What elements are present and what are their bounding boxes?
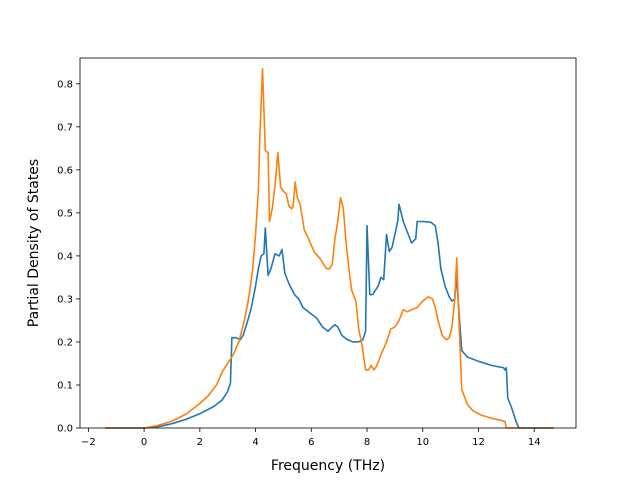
y-tick-label: 0.4 [57, 251, 73, 262]
plot-frame [79, 57, 577, 429]
series-layer [105, 67, 554, 429]
x-tick-label: 0 [141, 437, 147, 448]
y-tick-label: 0.0 [57, 424, 73, 435]
x-tick-label: 6 [308, 437, 314, 448]
x-tick-label: 4 [252, 437, 258, 448]
x-tick-label: 14 [528, 437, 541, 448]
series-line-2 [105, 67, 554, 429]
y-axis-label: Partial Density of States [26, 159, 42, 327]
x-tick-label: 2 [197, 437, 203, 448]
x-axis-label: Frequency (THz) [271, 458, 385, 474]
series-line-1 [105, 203, 554, 429]
y-tick-label: 0.2 [57, 337, 73, 348]
x-tick-label: 10 [416, 437, 429, 448]
x-tick-label: 12 [472, 437, 485, 448]
x-axis: −2 0 2 4 6 8 10 12 14 [81, 428, 541, 448]
y-axis: 0.0 0.1 0.2 0.3 0.4 0.5 0.6 0.7 0.8 [57, 79, 80, 435]
x-tick-label: 8 [364, 437, 370, 448]
y-tick-label: 0.5 [57, 208, 73, 219]
y-tick-label: 0.8 [57, 79, 73, 90]
x-tick-label: −2 [81, 437, 96, 448]
y-tick-label: 0.3 [57, 294, 73, 305]
y-tick-label: 0.7 [57, 122, 73, 133]
y-tick-label: 0.6 [57, 165, 73, 176]
y-tick-label: 0.1 [57, 380, 73, 391]
